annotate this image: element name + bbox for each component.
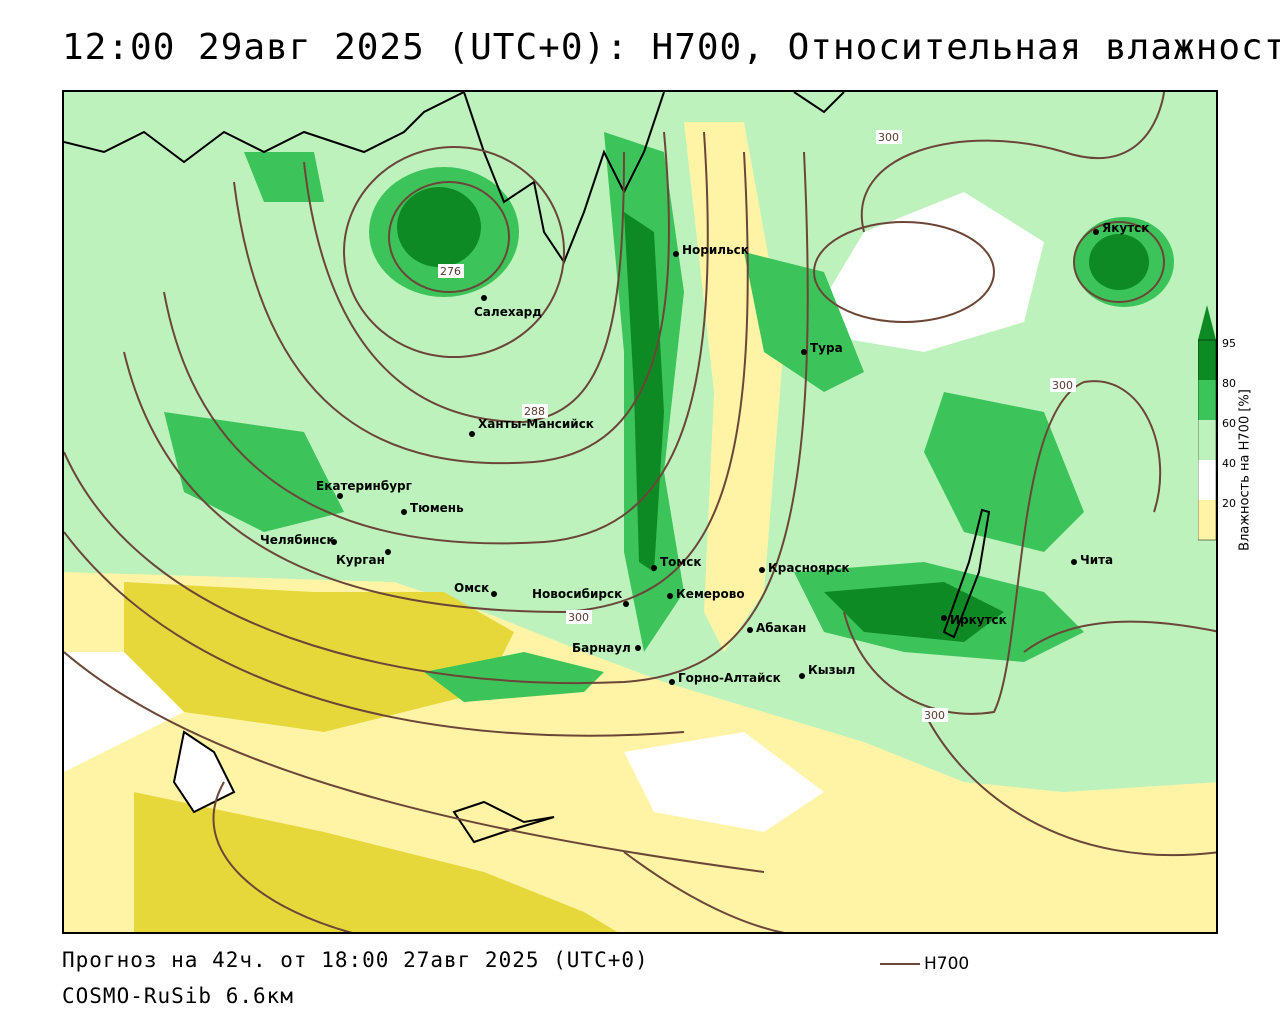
- map-title: 12:00 29авг 2025 (UTC+0): H700, Относите…: [62, 28, 1222, 68]
- city-label-gorno-altaysk[interactable]: Горно-Алтайск: [678, 671, 781, 685]
- city-label-irkutsk[interactable]: Иркутск: [950, 613, 1007, 627]
- city-label-chelyabinsk[interactable]: Челябинск: [260, 533, 335, 547]
- forecast-info: Прогноз на 42ч. от 18:00 27авг 2025 (UTC…: [62, 948, 649, 972]
- contour-label-300-west: 300: [568, 611, 589, 624]
- colorbar-band-20: [1198, 500, 1216, 540]
- contour-label-300-south: 300: [924, 709, 945, 722]
- humidity-zone-yakutsk-core: [1089, 234, 1149, 290]
- colorbar-band-60: [1198, 420, 1216, 460]
- city-label-kyzyl[interactable]: Кызыл: [808, 663, 855, 677]
- city-label-salekhard[interactable]: Салехард: [474, 305, 542, 319]
- contour-line-legend: H700: [880, 954, 969, 974]
- contour-label-276: 276: [440, 265, 461, 278]
- city-label-yekaterinburg[interactable]: Екатеринбург: [316, 479, 412, 493]
- city-dot-novosibirsk: [623, 601, 629, 607]
- city-label-kemerovo[interactable]: Кемерово: [676, 587, 745, 601]
- city-dot-kyzyl: [799, 673, 805, 679]
- city-label-tomsk[interactable]: Томск: [660, 555, 702, 569]
- contour-line-swatch: [880, 963, 920, 965]
- city-dot-gorno-altaysk: [669, 679, 675, 685]
- contour-line-label: H700: [924, 954, 969, 974]
- model-info: COSMO-RuSib 6.6км: [62, 984, 294, 1008]
- city-dot-kurgan: [385, 549, 391, 555]
- city-dot-kemerovo: [667, 593, 673, 599]
- city-label-khanty-mansiysk[interactable]: Ханты-Мансийск: [478, 417, 594, 431]
- legend-tick-20: 20: [1222, 497, 1236, 510]
- city-dot-tyumen: [401, 509, 407, 515]
- city-dot-yekaterinburg: [337, 493, 343, 499]
- city-dot-tura: [801, 349, 807, 355]
- legend-tick-40: 40: [1222, 457, 1236, 470]
- city-label-krasnoyarsk[interactable]: Красноярск: [768, 561, 850, 575]
- legend-tick-95: 95: [1222, 337, 1236, 350]
- city-label-tyumen[interactable]: Тюмень: [410, 501, 464, 515]
- city-dot-norilsk: [673, 251, 679, 257]
- city-dot-tomsk: [651, 565, 657, 571]
- colorbar-top-cap: [1198, 305, 1216, 340]
- city-label-yakutsk[interactable]: Якутск: [1102, 221, 1149, 235]
- humidity-map: 276 288 300 300 300 300 Салехард Норильс…: [64, 92, 1218, 934]
- map-panel: 276 288 300 300 300 300 Салехард Норильс…: [62, 90, 1218, 934]
- city-label-tura[interactable]: Тура: [810, 341, 843, 355]
- city-label-kurgan[interactable]: Курган: [336, 553, 385, 567]
- city-label-novosibirsk[interactable]: Новосибирск: [532, 587, 622, 601]
- city-dot-omsk: [491, 591, 497, 597]
- legend-axis-title: Влажность на H700 [%]: [1238, 389, 1253, 551]
- contour-label-300-east: 300: [1052, 379, 1073, 392]
- city-dot-yakutsk: [1093, 229, 1099, 235]
- contour-label-300-north: 300: [878, 131, 899, 144]
- colorbar-band-95: [1198, 340, 1216, 380]
- city-label-norilsk[interactable]: Норильск: [682, 243, 749, 257]
- city-dot-irkutsk: [941, 615, 947, 621]
- legend-tick-60: 60: [1222, 417, 1236, 430]
- city-dot-krasnoyarsk: [759, 567, 765, 573]
- city-dot-khanty-mansiysk: [469, 431, 475, 437]
- city-label-omsk[interactable]: Омск: [454, 581, 489, 595]
- legend-tick-80: 80: [1222, 377, 1236, 390]
- city-dot-abakan: [747, 627, 753, 633]
- city-dot-barnaul: [635, 645, 641, 651]
- city-label-barnaul[interactable]: Барнаул: [572, 641, 631, 655]
- city-dot-salekhard: [481, 295, 487, 301]
- humidity-zone-cyclone-core: [397, 187, 481, 267]
- city-label-abakan[interactable]: Абакан: [756, 621, 806, 635]
- colorbar-band-80: [1198, 380, 1216, 420]
- city-dot-chita: [1071, 559, 1077, 565]
- city-label-chita[interactable]: Чита: [1080, 553, 1113, 567]
- colorbar-band-40: [1198, 460, 1216, 500]
